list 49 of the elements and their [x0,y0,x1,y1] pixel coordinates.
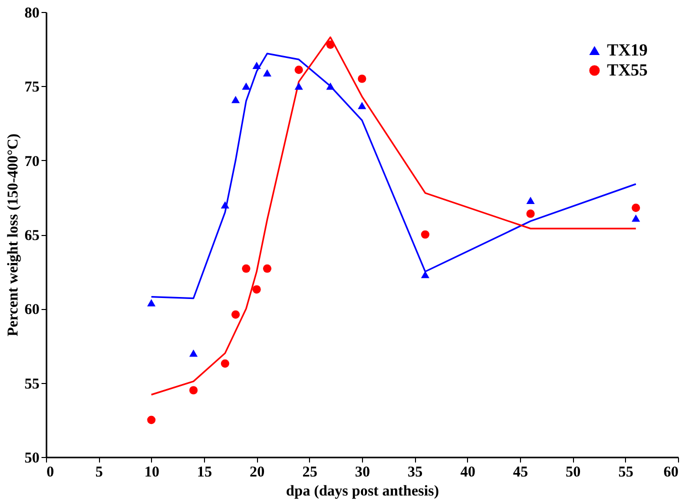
x-tick-label: 50 [566,464,581,480]
legend-label: TX19 [607,40,648,60]
point [294,66,303,74]
point [189,386,198,394]
point [358,102,366,110]
x-tick-label: 25 [302,464,318,480]
point [220,359,230,368]
x-tick-label: 0 [46,464,54,480]
point [326,40,335,49]
point [421,230,430,239]
x-tick-label: 35 [408,464,423,480]
point [263,264,272,273]
y-tick-label: 55 [24,376,40,392]
point [252,285,261,294]
point [632,214,640,222]
point [189,350,198,357]
y-tick-label: 65 [24,228,40,244]
point [526,210,535,218]
point [326,82,335,90]
point [242,82,250,90]
point [231,310,240,319]
x-tick-label: 20 [250,464,265,480]
x-tick-label: 15 [197,464,212,480]
point [632,204,640,212]
y-tick-label: 70 [24,154,40,170]
point [526,196,535,204]
point [147,299,156,306]
y-tick-label: 60 [24,302,40,318]
x-tick-label: 30 [355,464,370,480]
x-tick-label: 45 [513,464,528,480]
y-tick-label: 80 [24,6,40,22]
point [252,62,261,70]
point [147,416,156,424]
point [294,82,303,90]
legend-label: TX55 [607,60,648,80]
point [358,74,366,83]
x-tick-label: 40 [460,464,476,480]
point [263,69,272,76]
point [220,201,230,208]
y-tick-label: 75 [24,80,40,96]
x-tick-label: 55 [618,464,634,480]
x-tick-label: 5 [95,464,103,480]
point [231,96,240,104]
x-tick-label: 60 [664,464,678,480]
y-tick-label: 50 [24,450,40,466]
y-axis-title: Percent weight loss (150-400°C) [6,134,22,336]
x-tick-label: 10 [144,464,160,480]
x-axis-title: dpa (days post anthesis) [286,484,439,500]
point [242,264,250,273]
